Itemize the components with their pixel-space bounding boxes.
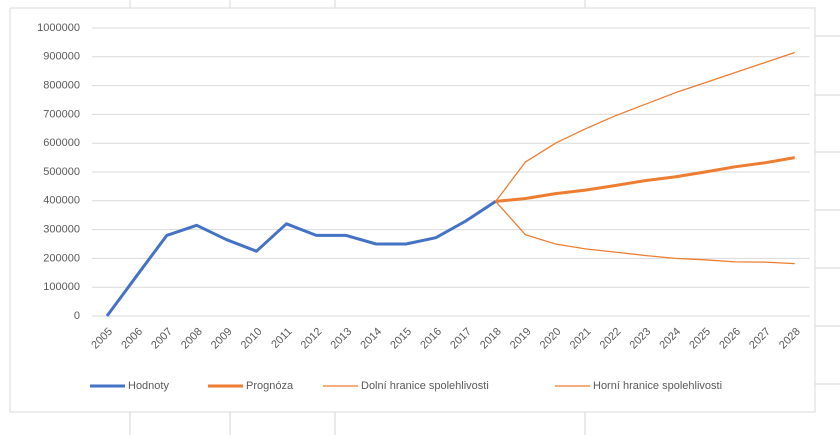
series-line (495, 51, 795, 202)
y-tick-label: 600000 (43, 137, 80, 149)
legend-label: Horní hranice spolehlivosti (593, 380, 722, 392)
y-tick-label: 500000 (43, 166, 80, 178)
y-tick-label: 700000 (43, 108, 80, 120)
legend-label: Hodnoty (128, 380, 169, 392)
y-tick-label: 200000 (43, 252, 80, 264)
y-tick-label: 0 (74, 310, 80, 322)
legend-label: Dolní hranice spolehlivosti (361, 380, 489, 392)
series-line (495, 200, 795, 265)
y-tick-label: 1000000 (37, 22, 80, 34)
series-line (105, 200, 497, 317)
y-tick-label: 100000 (43, 281, 80, 293)
series-line (495, 156, 795, 203)
y-tick-label: 400000 (43, 195, 80, 207)
sheet-cells (129, 0, 840, 435)
legend-label: Prognóza (246, 380, 294, 392)
chart-area (9, 7, 816, 413)
y-tick-label: 800000 (43, 80, 80, 92)
y-tick-label: 900000 (43, 51, 80, 63)
y-tick-label: 300000 (43, 224, 80, 236)
